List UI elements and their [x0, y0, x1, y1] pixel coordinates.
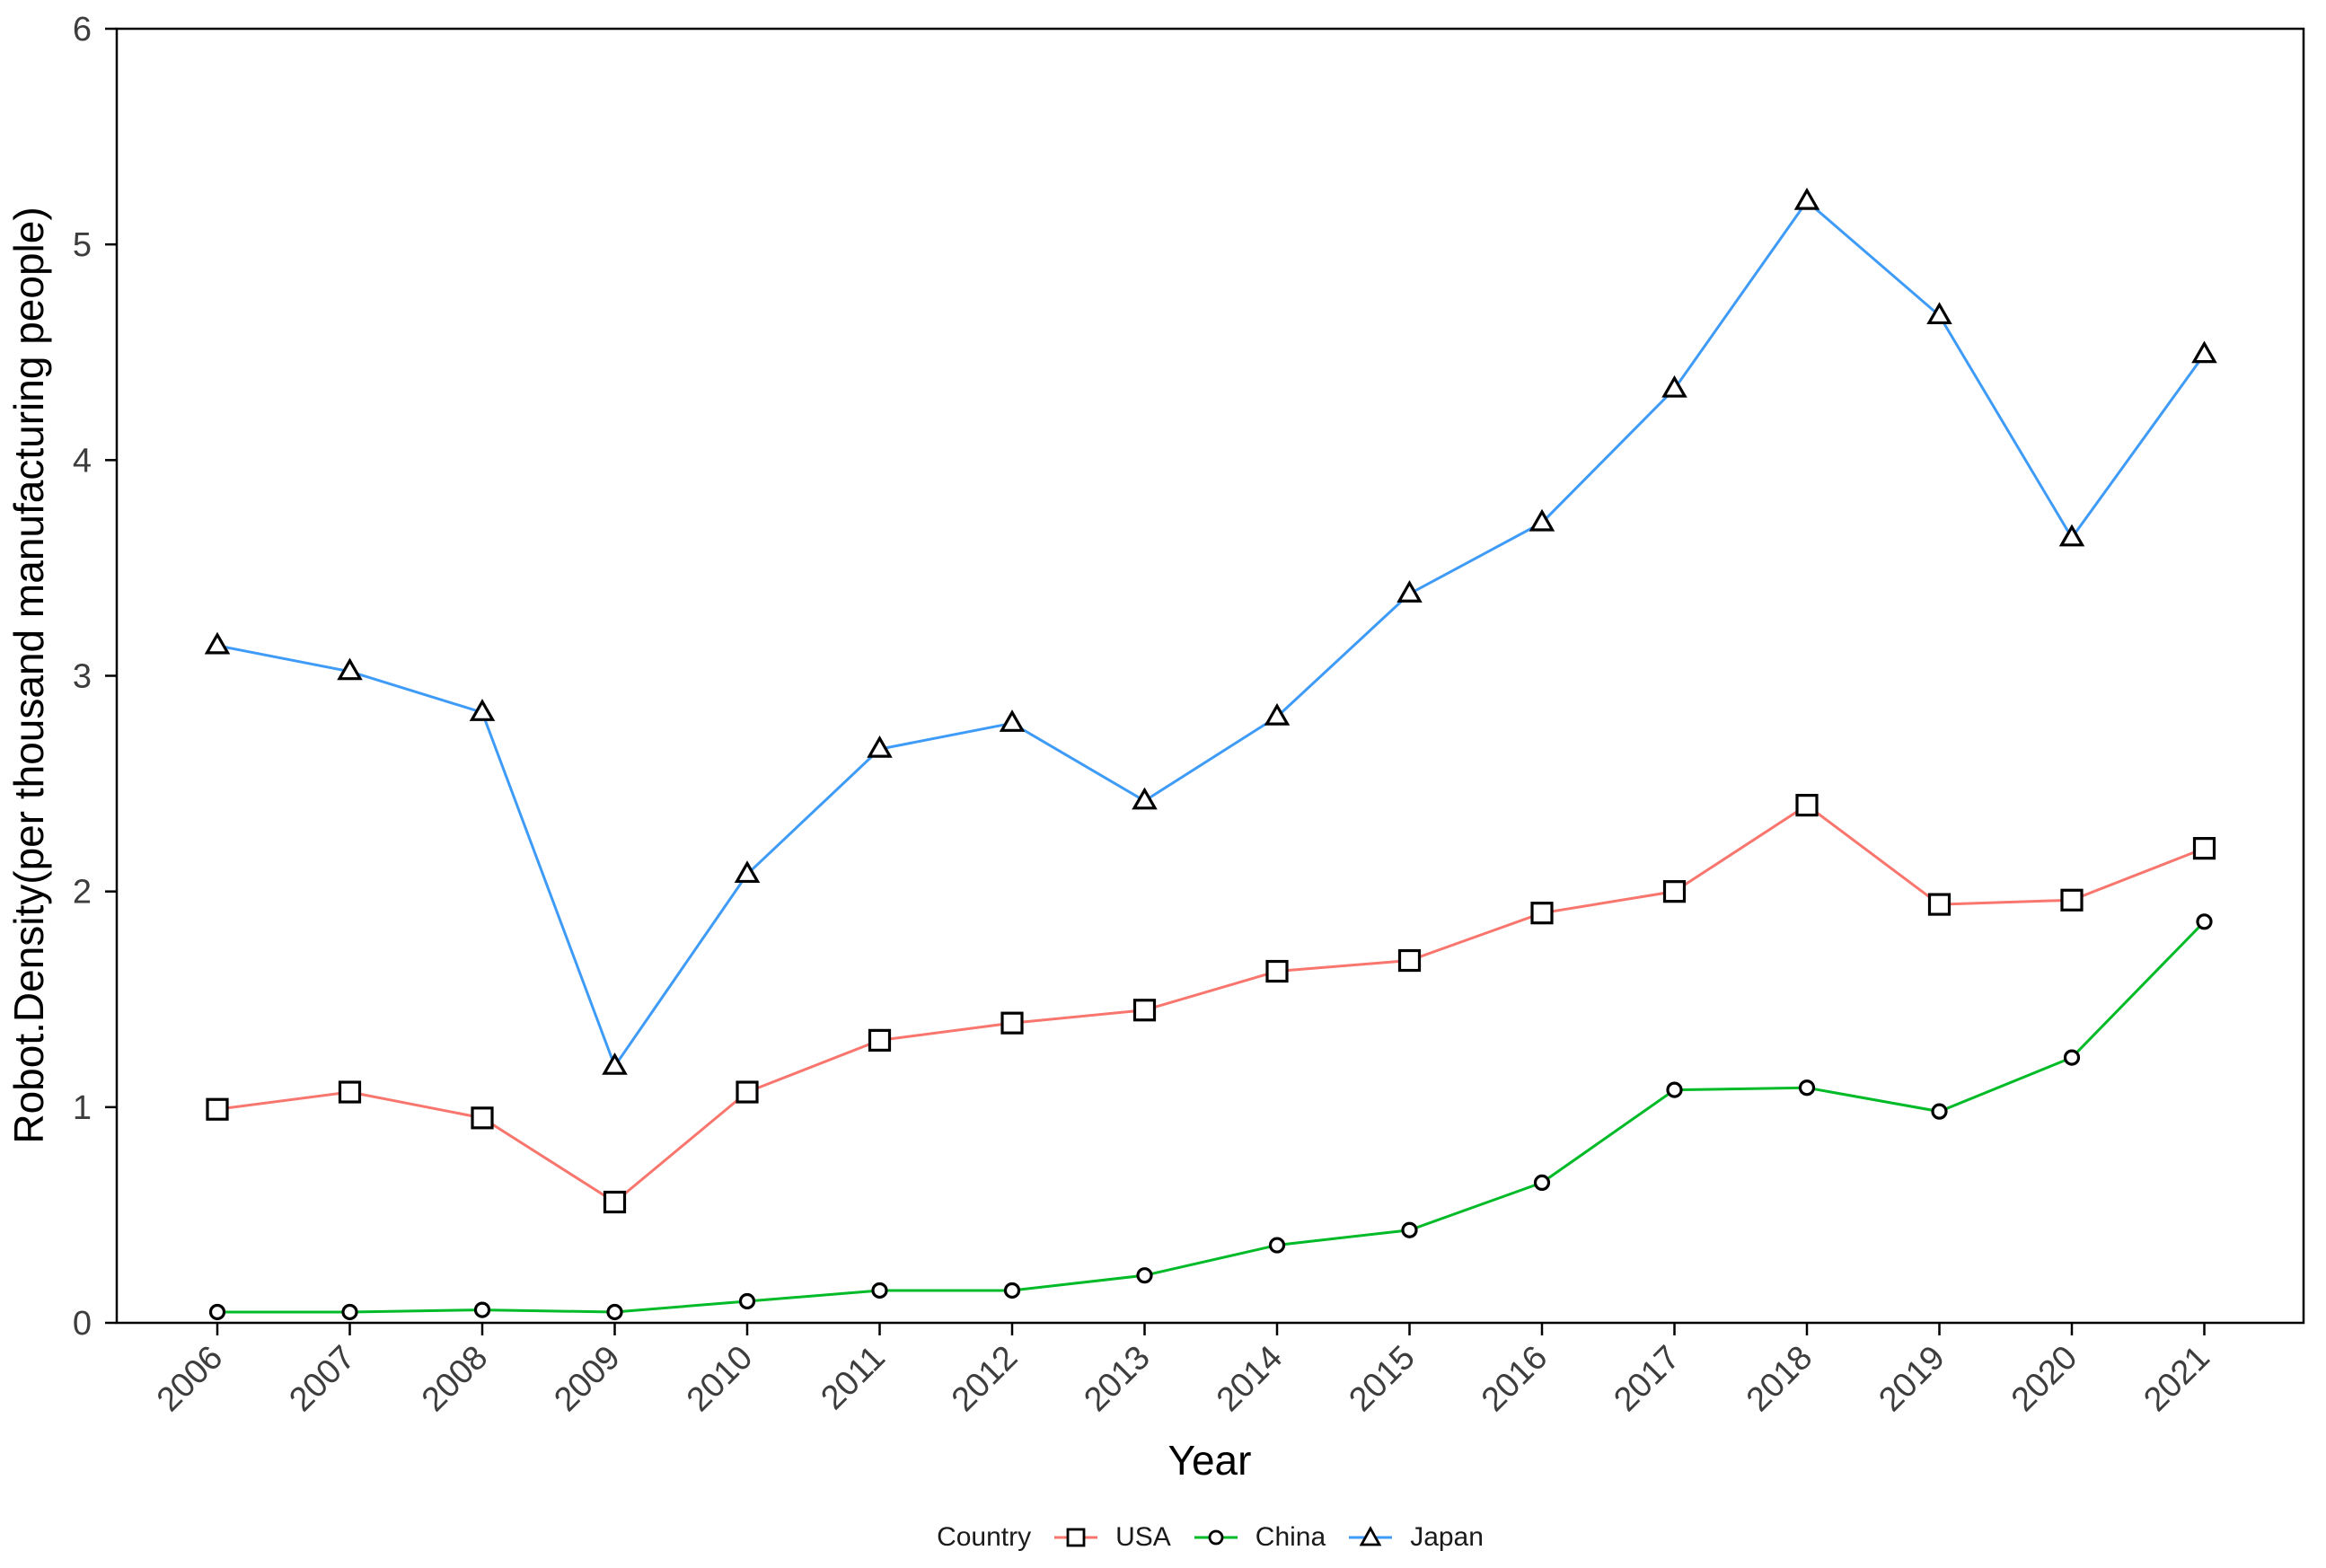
- japan-marker-2017: [1661, 374, 1687, 398]
- x-tick-label: 2018: [1740, 1339, 1819, 1419]
- y-tick-label: 5: [73, 226, 92, 264]
- x-tick-label: 2010: [680, 1339, 760, 1419]
- usa-marker-2013: [1132, 999, 1157, 1022]
- japan-marker-2021: [2191, 340, 2217, 364]
- usa-marker-2010: [736, 1080, 759, 1104]
- japan-marker-2011: [867, 735, 893, 758]
- china-marker-2018: [1798, 1079, 1816, 1097]
- legend-title: Country: [937, 1522, 1032, 1552]
- china-marker-2020: [2063, 1049, 2081, 1066]
- usa-marker-2007: [338, 1080, 362, 1104]
- usa-marker-2016: [1530, 902, 1554, 925]
- china-marker-2014: [1268, 1237, 1286, 1254]
- x-tick-label: 2012: [945, 1339, 1025, 1419]
- x-tick-label: 2020: [2004, 1339, 2084, 1419]
- china-marker-2016: [1533, 1174, 1551, 1191]
- japan-marker-2015: [1396, 580, 1423, 603]
- x-tick-label: 2011: [814, 1339, 892, 1417]
- x-axis-title: Year: [1168, 1437, 1252, 1484]
- x-tick-label: 2008: [415, 1339, 495, 1419]
- y-tick-label: 0: [73, 1305, 92, 1343]
- china-marker-2006: [208, 1303, 226, 1321]
- x-tick-label: 2016: [1475, 1339, 1555, 1419]
- x-tick-label: 2015: [1342, 1339, 1422, 1419]
- y-axis-title: Robot.Density(per thousand manufacturing…: [5, 207, 52, 1143]
- japan-marker-2013: [1132, 787, 1158, 810]
- japan-marker-2010: [734, 860, 761, 884]
- legend: Country USA China Japan: [117, 1512, 2304, 1563]
- y-tick-label: 2: [73, 874, 92, 912]
- japan-marker-2008: [469, 699, 496, 721]
- panel-border: [115, 27, 2305, 1325]
- usa-marker-2009: [603, 1190, 627, 1214]
- japan-marker-2020: [2058, 524, 2085, 547]
- x-tick-label: 2013: [1077, 1339, 1157, 1419]
- japan-marker-2014: [1264, 702, 1291, 726]
- legend-key-circle-icon: [1194, 1529, 1238, 1546]
- usa-marker-2006: [206, 1097, 229, 1121]
- usa-marker-2018: [1795, 793, 1819, 817]
- legend-label: Japan: [1410, 1522, 1484, 1552]
- legend-items: USA China Japan: [1054, 1522, 1484, 1553]
- usa-marker-2021: [2192, 837, 2216, 860]
- y-tick-label: 3: [73, 658, 92, 696]
- usa-marker-2015: [1397, 948, 1422, 973]
- usa-marker-2008: [471, 1106, 494, 1130]
- x-tick-label: 2017: [1607, 1339, 1687, 1419]
- japan-marker-2007: [337, 657, 363, 681]
- series-line-china: [217, 921, 2206, 1314]
- japan-marker-2018: [1793, 187, 1820, 210]
- china-marker-2007: [341, 1303, 358, 1321]
- legend-key-triangle-icon: [1349, 1526, 1393, 1546]
- usa-marker-2017: [1662, 880, 1687, 903]
- series-line-usa: [216, 803, 2206, 1204]
- china-marker-2011: [871, 1282, 888, 1299]
- y-tick-label: 4: [73, 442, 92, 480]
- japan-marker-2006: [204, 631, 231, 655]
- china-marker-2017: [1666, 1081, 1683, 1098]
- china-marker-2013: [1136, 1267, 1153, 1284]
- japan-marker-2009: [602, 1052, 628, 1075]
- usa-marker-2014: [1265, 959, 1289, 983]
- usa-marker-2011: [868, 1028, 892, 1052]
- x-tick-label: 2019: [1872, 1339, 1952, 1419]
- x-tick-label: 2014: [1210, 1339, 1290, 1419]
- legend-key-square-icon: [1054, 1528, 1098, 1547]
- legend-item-usa: USA: [1054, 1522, 1171, 1553]
- china-marker-2021: [2196, 913, 2213, 930]
- china-marker-2015: [1401, 1221, 1418, 1238]
- legend-item-china: China: [1194, 1522, 1326, 1553]
- usa-marker-2012: [1000, 1011, 1024, 1035]
- usa-marker-2019: [1927, 893, 1952, 916]
- y-tick-label: 6: [73, 11, 92, 48]
- china-marker-2008: [473, 1301, 491, 1318]
- legend-label: USA: [1115, 1522, 1171, 1552]
- y-tick-label: 1: [73, 1089, 92, 1127]
- plot-area: 0 1 2 3 4 5 6 2006 2007 2008 2009 2010 2011 2012 2013 2…: [73, 11, 2305, 1419]
- x-tick-label: 2021: [2137, 1339, 2216, 1419]
- x-tick-label: 2006: [150, 1339, 230, 1419]
- china-marker-2009: [606, 1303, 623, 1321]
- x-tick-label: 2007: [282, 1339, 362, 1419]
- china-marker-2019: [1931, 1103, 1948, 1120]
- usa-marker-2020: [2060, 888, 2084, 912]
- legend-item-japan: Japan: [1349, 1522, 1484, 1553]
- legend-label: China: [1255, 1522, 1326, 1552]
- japan-marker-2016: [1529, 508, 1555, 532]
- japan-marker-2019: [1926, 302, 1952, 325]
- japan-marker-2012: [999, 709, 1026, 732]
- x-tick-label: 2009: [547, 1339, 627, 1419]
- series-line-japan: [216, 198, 2206, 1070]
- china-marker-2010: [738, 1292, 756, 1310]
- china-marker-2012: [1003, 1282, 1021, 1299]
